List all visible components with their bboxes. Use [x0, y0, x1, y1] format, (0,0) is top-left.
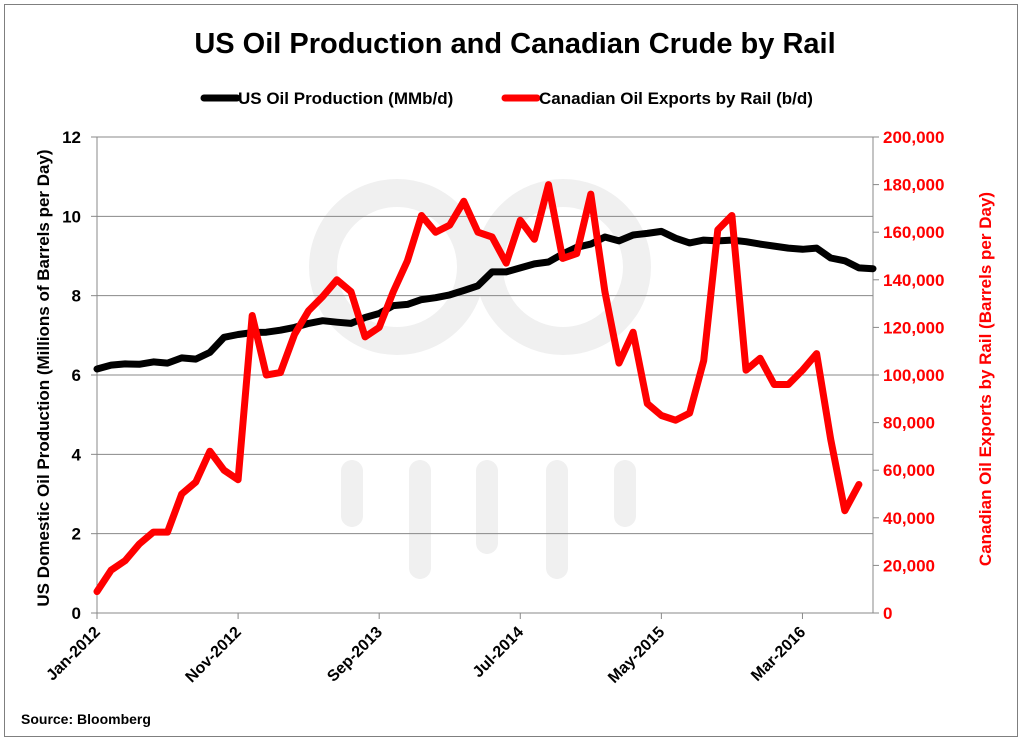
- watermark-logo: [309, 179, 651, 579]
- x-tick-label: Nov-2012: [183, 624, 245, 686]
- left-axis-label: US Domestic Oil Production (Millions of …: [34, 149, 53, 606]
- gridlines: [97, 136, 873, 535]
- legend-label-us-production: US Oil Production (MMb/d): [238, 89, 453, 108]
- x-axis-ticks: Jan-2012 Nov-2012 Sep-2013 Jul-2014 May-2015…: [43, 613, 809, 687]
- left-tick-label: 8: [72, 287, 81, 306]
- left-tick-label: 12: [62, 128, 81, 147]
- left-tick-label: 10: [62, 207, 81, 226]
- right-tick-label: 60,000: [883, 461, 935, 480]
- chart-frame: US Oil Production and Canadian Crude by …: [4, 4, 1018, 737]
- chart-title: US Oil Production and Canadian Crude by …: [194, 28, 835, 60]
- series-layer: [93, 181, 877, 596]
- x-tick-label: May-2015: [605, 624, 668, 687]
- left-tick-label: 2: [72, 525, 81, 544]
- source-note: Source: Bloomberg: [21, 711, 151, 727]
- right-tick-label: 160,000: [883, 223, 944, 242]
- left-tick-label: 6: [72, 366, 81, 385]
- right-axis-label: Canadian Oil Exports by Rail (Barrels pe…: [976, 192, 995, 566]
- series-line-canadian-rail: [93, 181, 863, 596]
- right-tick-label: 80,000: [883, 414, 935, 433]
- right-tick-label: 200,000: [883, 128, 944, 147]
- chart-svg: US Oil Production and Canadian Crude by …: [21, 28, 995, 727]
- right-tick-label: 0: [883, 604, 892, 623]
- right-axis-ticks: 0 20,000 40,000 60,000 80,000 100,000 120,000 1…: [873, 128, 944, 623]
- right-tick-label: 140,000: [883, 271, 944, 290]
- left-axis-ticks: 0 2 4 6 8 10 12: [62, 128, 97, 623]
- right-tick-label: 100,000: [883, 366, 944, 385]
- x-tick-label: Sep-2013: [324, 624, 386, 686]
- legend: US Oil Production (MMb/d) Canadian Oil E…: [200, 89, 813, 108]
- x-tick-label: Jul-2014: [470, 624, 527, 681]
- legend-label-canadian-rail: Canadian Oil Exports by Rail (b/d): [539, 89, 813, 108]
- right-tick-label: 120,000: [883, 318, 944, 337]
- x-tick-label: Jan-2012: [43, 624, 104, 685]
- right-tick-label: 180,000: [883, 176, 944, 195]
- left-tick-label: 4: [72, 445, 82, 464]
- left-tick-label: 0: [72, 604, 81, 623]
- right-tick-label: 40,000: [883, 509, 935, 528]
- series-line-us-production: [93, 227, 877, 373]
- x-tick-label: Mar-2016: [748, 624, 809, 685]
- right-tick-label: 20,000: [883, 556, 935, 575]
